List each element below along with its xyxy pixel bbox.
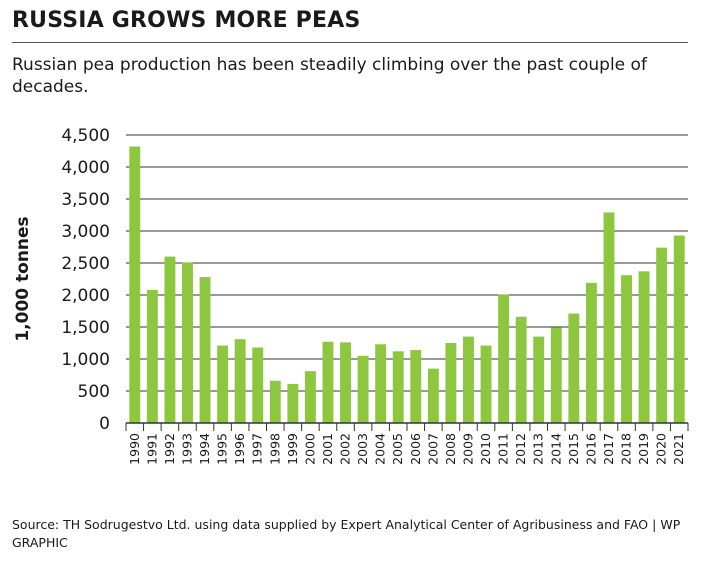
bar xyxy=(410,350,422,423)
x-tick-label: 1992 xyxy=(162,433,177,465)
x-tick-label: 2001 xyxy=(320,433,335,465)
bar-chart: 0 500 1,000 1,500 2,000 2,500 3,000 3,500 4,000 4… xyxy=(13,126,689,465)
bar xyxy=(603,212,615,423)
x-tick-label: 2008 xyxy=(443,433,458,465)
bar xyxy=(304,371,316,423)
bar xyxy=(322,341,334,423)
y-tick-label: 3,000 xyxy=(61,222,110,242)
chart-subtitle: Russian pea production has been steadily… xyxy=(12,55,647,97)
bar xyxy=(480,345,492,423)
bar xyxy=(673,235,685,423)
source-note: Source: TH Sodrugestvo Ltd. using data s… xyxy=(12,516,702,552)
bar xyxy=(445,343,457,423)
x-tick-label: 2020 xyxy=(654,433,669,465)
x-tick-label: 1993 xyxy=(179,433,194,465)
bar xyxy=(515,316,527,423)
x-tick-label: 2003 xyxy=(355,433,370,465)
bar xyxy=(621,275,632,423)
x-tick-label: 2000 xyxy=(302,433,317,465)
x-tick-label: 2007 xyxy=(425,433,440,465)
y-tick-label: 1,500 xyxy=(61,318,110,338)
bar xyxy=(234,339,246,423)
y-tick-label: 2,500 xyxy=(61,254,110,274)
y-tick-label: 4,500 xyxy=(61,126,110,146)
graphic-credit: WP GRAPHIC xyxy=(12,517,681,550)
x-tick-label: 2009 xyxy=(460,433,475,465)
title-divider xyxy=(12,42,688,43)
x-tick-label: 2010 xyxy=(478,433,493,465)
x-tick-label: 2019 xyxy=(636,433,651,465)
x-tick-label: 2006 xyxy=(408,433,423,465)
x-tick-label: 1998 xyxy=(267,433,282,465)
x-tick-label: 2013 xyxy=(531,433,546,465)
x-tick-label: 1991 xyxy=(144,433,159,465)
bar xyxy=(638,271,650,423)
bar xyxy=(375,344,387,423)
y-tick-label: 0 xyxy=(99,414,110,434)
chart-title: RUSSIA GROWS MORE PEAS xyxy=(12,8,361,33)
x-tick-label: 2004 xyxy=(373,433,388,465)
x-tick-label: 1990 xyxy=(127,433,142,465)
bar xyxy=(533,336,545,423)
bars xyxy=(129,146,685,423)
bar xyxy=(146,289,158,423)
bar xyxy=(463,336,474,423)
bar xyxy=(392,351,404,423)
y-axis-label: 1,000 tonnes xyxy=(13,216,33,341)
x-tick-label: 2018 xyxy=(619,433,634,465)
bar xyxy=(129,146,141,423)
bar xyxy=(656,247,668,423)
bar xyxy=(182,262,193,423)
source-text: Source: TH Sodrugestvo Ltd. using data s… xyxy=(12,517,649,532)
bar xyxy=(585,282,597,423)
x-tick-label: 2002 xyxy=(338,433,353,465)
x-tick-label: 1997 xyxy=(250,433,265,465)
bar xyxy=(269,380,281,423)
bar xyxy=(550,327,562,423)
x-tick-label: 2014 xyxy=(548,433,563,465)
y-tick-label: 3,500 xyxy=(61,190,110,210)
x-tick-label: 2011 xyxy=(496,433,511,465)
bar xyxy=(199,277,211,423)
bar xyxy=(568,313,580,423)
x-tick-label: 1995 xyxy=(215,433,230,465)
y-tick-label: 2,000 xyxy=(61,286,110,306)
y-axis-ticks: 0 500 1,000 1,500 2,000 2,500 3,000 3,500 4,000 4… xyxy=(61,126,110,434)
y-tick-label: 500 xyxy=(78,382,110,402)
x-tick-label: 2016 xyxy=(583,433,598,465)
bar xyxy=(287,383,299,423)
x-tick-label: 1994 xyxy=(197,433,212,465)
bar xyxy=(427,368,439,423)
bar xyxy=(340,342,351,423)
x-axis-ticks: 1990 1991 1992 1993 1994 1995 1996 1997 1998 1999… xyxy=(125,423,689,465)
bar xyxy=(217,345,229,423)
x-tick-label: 2021 xyxy=(671,433,686,465)
x-tick-label: 2005 xyxy=(390,433,405,465)
bar xyxy=(498,294,510,423)
bar xyxy=(357,355,369,423)
y-tick-label: 4,000 xyxy=(61,158,110,178)
y-tick-label: 1,000 xyxy=(61,350,110,370)
x-tick-label: 2015 xyxy=(566,433,581,465)
x-tick-label: 1996 xyxy=(232,433,247,465)
x-tick-label: 2017 xyxy=(601,433,616,465)
x-tick-label: 1999 xyxy=(285,433,300,465)
x-tick-label: 2012 xyxy=(513,433,528,465)
bar xyxy=(164,256,176,423)
source-separator: | xyxy=(652,517,657,532)
bar xyxy=(252,347,264,423)
